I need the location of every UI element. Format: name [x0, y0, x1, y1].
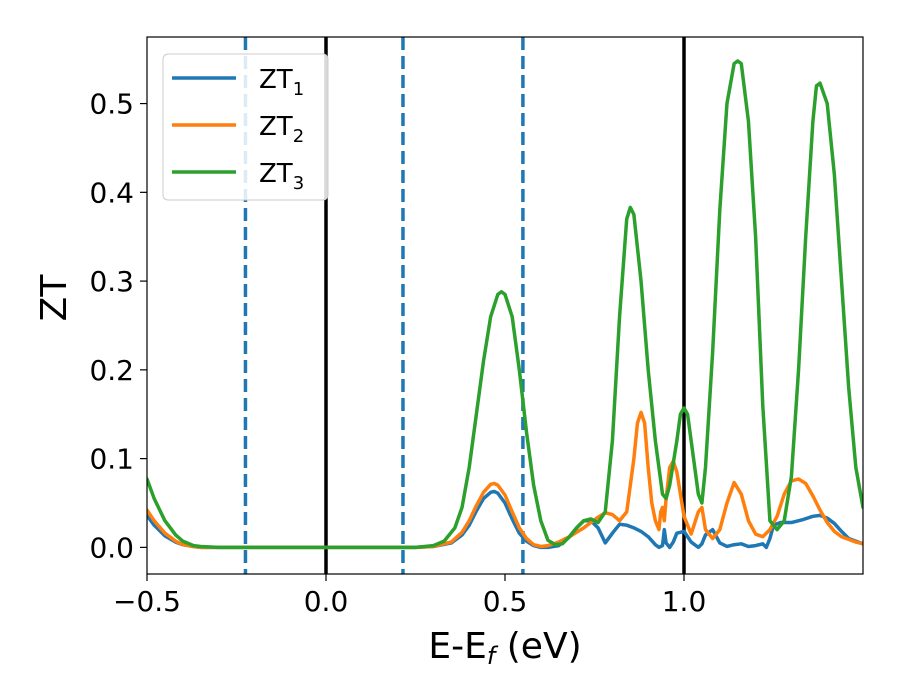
x-axis-title-unit: (eV): [495, 626, 581, 667]
legend-label-2: ZT2: [259, 112, 304, 147]
series-line-3: [147, 59, 863, 550]
legend-label-3: ZT3: [259, 159, 304, 194]
y-tick-label: 0.2: [89, 354, 134, 387]
x-tick-label: 1.0: [662, 585, 707, 618]
legend-box: [162, 53, 329, 201]
series-layer: [147, 59, 863, 550]
x-tick-label: 0.5: [483, 585, 528, 618]
y-axis-title: ZT: [34, 274, 75, 322]
x-axis: −0.5 0.0 0.5 1.0: [113, 574, 706, 618]
y-tick-label: 0.3: [89, 265, 134, 298]
y-tick-label: 0.0: [89, 531, 134, 564]
x-tick-label: 0.0: [304, 585, 349, 618]
y-axis: 0.0 0.1 0.2 0.3 0.4 0.5: [89, 88, 147, 564]
y-tick-label: 0.5: [89, 88, 134, 121]
legend: ZT1 ZT2 ZT3: [162, 53, 329, 201]
y-tick-label: 0.4: [89, 176, 134, 209]
x-axis-title-main: E-E: [428, 626, 486, 667]
x-tick-label: −0.5: [113, 585, 181, 618]
x-axis-title: E-Ef (eV): [428, 626, 581, 670]
y-tick-label: 0.1: [89, 443, 134, 476]
legend-label-1: ZT1: [259, 65, 304, 100]
